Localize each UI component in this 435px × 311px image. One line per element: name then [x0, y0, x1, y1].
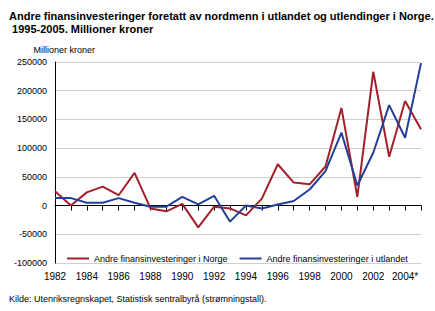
svg-text:1988: 1988	[139, 271, 162, 282]
svg-text:1995-2005. Millioner kroner: 1995-2005. Millioner kroner	[9, 23, 154, 35]
svg-text:1994: 1994	[235, 271, 258, 282]
svg-text:250000: 250000	[17, 57, 47, 67]
svg-text:1990: 1990	[171, 271, 194, 282]
svg-text:1986: 1986	[108, 271, 131, 282]
svg-text:-100000: -100000	[14, 258, 47, 268]
svg-text:0: 0	[42, 201, 47, 211]
svg-text:2000: 2000	[330, 271, 353, 282]
svg-text:1996: 1996	[267, 271, 290, 282]
svg-text:1992: 1992	[203, 271, 226, 282]
svg-text:1984: 1984	[76, 271, 99, 282]
svg-text:1982: 1982	[44, 271, 67, 282]
svg-text:-50000: -50000	[19, 229, 47, 239]
svg-text:1998: 1998	[298, 271, 321, 282]
svg-text:150000: 150000	[17, 114, 47, 124]
svg-text:100000: 100000	[17, 143, 47, 153]
svg-text:Millioner kroner: Millioner kroner	[33, 45, 95, 55]
svg-text:50000: 50000	[22, 172, 47, 182]
svg-text:Andre finansinvesteringer i ut: Andre finansinvesteringer i utlandet	[267, 254, 409, 264]
svg-text:2004*: 2004*	[392, 271, 418, 282]
svg-text:Andre finansinvesteringer fore: Andre finansinvesteringer foretatt av no…	[9, 10, 434, 22]
svg-text:Kilde: Utenriksregnskapet, Sta: Kilde: Utenriksregnskapet, Statistisk se…	[9, 294, 267, 304]
svg-text:Andre finansinvesteringer i No: Andre finansinvesteringer i Norge	[94, 254, 228, 264]
svg-text:2002: 2002	[362, 271, 385, 282]
svg-text:200000: 200000	[17, 86, 47, 96]
